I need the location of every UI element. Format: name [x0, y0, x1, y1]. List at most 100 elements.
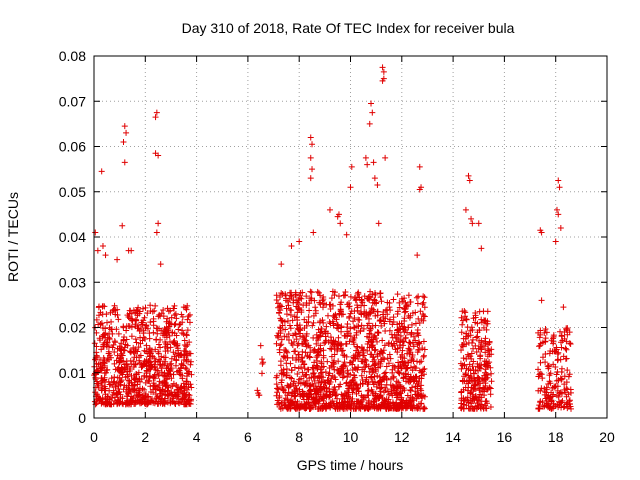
- data-point: [409, 310, 416, 317]
- data-point: [183, 366, 190, 373]
- data-point: [108, 375, 115, 382]
- data-point: [325, 372, 332, 379]
- data-point: [536, 402, 543, 409]
- data-point: [296, 292, 303, 299]
- data-point: [377, 392, 384, 399]
- data-point: [98, 320, 105, 327]
- data-point: [174, 387, 181, 394]
- data-point: [295, 365, 302, 372]
- data-point: [488, 378, 495, 385]
- data-point: [143, 342, 150, 349]
- data-point: [382, 154, 389, 161]
- data-point: [364, 347, 371, 354]
- data-point: [279, 290, 286, 297]
- data-point: [314, 349, 321, 356]
- data-point: [94, 380, 101, 387]
- data-point: [459, 317, 466, 324]
- data-point: [418, 387, 425, 394]
- data-point: [315, 405, 322, 412]
- data-point: [379, 64, 386, 71]
- data-point: [558, 390, 565, 397]
- data-point: [474, 363, 481, 370]
- data-point: [111, 349, 118, 356]
- data-point: [350, 352, 357, 359]
- data-point: [563, 385, 570, 392]
- data-point: [324, 377, 331, 384]
- data-point: [374, 312, 381, 319]
- data-point: [301, 365, 308, 372]
- data-point: [172, 401, 179, 408]
- data-point: [563, 393, 570, 400]
- data-point: [277, 330, 284, 337]
- data-point: [394, 291, 401, 298]
- data-point: [144, 310, 151, 317]
- data-point: [294, 322, 301, 329]
- chart-title: Day 310 of 2018, Rate Of TEC Index for r…: [182, 20, 515, 36]
- data-point: [287, 312, 294, 319]
- data-point: [354, 307, 361, 314]
- data-point: [381, 342, 388, 349]
- y-axis-label: ROTI / TECUs: [5, 192, 21, 282]
- data-point: [558, 404, 565, 411]
- data-point: [404, 359, 411, 366]
- data-point: [415, 347, 422, 354]
- data-point: [323, 301, 330, 308]
- data-point: [339, 374, 346, 381]
- data-point: [362, 154, 369, 161]
- data-point: [401, 318, 408, 325]
- data-point: [420, 353, 427, 360]
- data-point: [382, 385, 389, 392]
- data-point: [344, 301, 351, 308]
- data-point: [465, 339, 472, 346]
- x-axis-label: GPS time / hours: [297, 457, 404, 473]
- data-point: [93, 343, 100, 350]
- data-point: [106, 330, 113, 337]
- data-point: [393, 338, 400, 345]
- data-point: [347, 184, 354, 191]
- data-point: [307, 175, 314, 182]
- data-point: [318, 377, 325, 384]
- data-point: [558, 368, 565, 375]
- data-point: [468, 355, 475, 362]
- data-point: [350, 386, 357, 393]
- data-point: [281, 346, 288, 353]
- data-point: [358, 372, 365, 379]
- data-point: [134, 381, 141, 388]
- data-point: [133, 339, 140, 346]
- data-point: [168, 321, 175, 328]
- data-point: [550, 384, 557, 391]
- data-point: [185, 313, 192, 320]
- data-point: [330, 340, 337, 347]
- data-point: [182, 347, 189, 354]
- data-point: [131, 376, 138, 383]
- data-point: [295, 296, 302, 303]
- data-point: [154, 393, 161, 400]
- data-point: [186, 311, 193, 318]
- data-point: [408, 321, 415, 328]
- data-point: [130, 394, 137, 401]
- data-point: [128, 382, 135, 389]
- data-point: [382, 404, 389, 411]
- data-point: [278, 400, 285, 407]
- data-point: [318, 358, 325, 365]
- data-point: [160, 307, 167, 314]
- data-point: [334, 346, 341, 353]
- data-point: [392, 383, 399, 390]
- data-point: [121, 123, 128, 130]
- data-point: [327, 320, 334, 327]
- data-point: [369, 358, 376, 365]
- data-point: [150, 318, 157, 325]
- data-point: [405, 345, 412, 352]
- data-point: [259, 356, 266, 363]
- data-point: [372, 390, 379, 397]
- data-point: [299, 388, 306, 395]
- data-point: [407, 299, 414, 306]
- data-point: [275, 400, 282, 407]
- data-point: [104, 399, 111, 406]
- data-point: [309, 322, 316, 329]
- data-point: [283, 372, 290, 379]
- data-point: [310, 394, 317, 401]
- data-point: [179, 375, 186, 382]
- data-point: [311, 359, 318, 366]
- data-point: [407, 387, 414, 394]
